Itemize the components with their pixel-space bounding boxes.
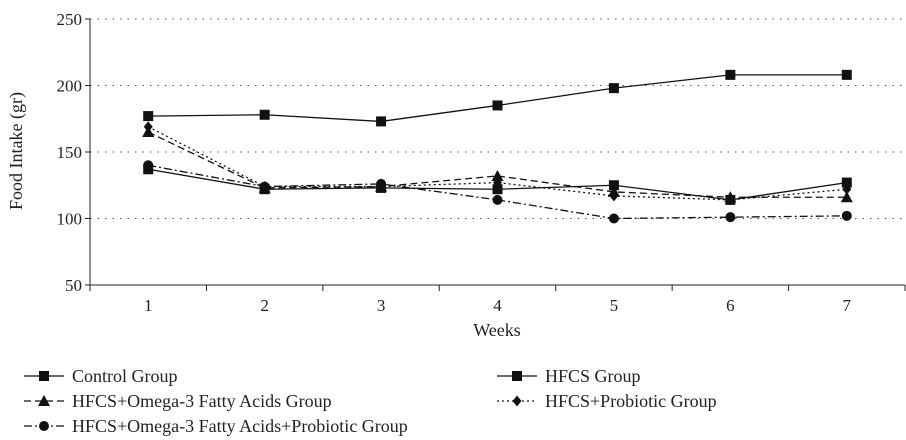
- legend-item: HFCS Group: [497, 366, 641, 386]
- data-point: [841, 69, 852, 80]
- x-tick-label: 5: [610, 296, 619, 315]
- legend-label: HFCS+Probiotic Group: [545, 391, 717, 411]
- data-point: [725, 194, 735, 206]
- y-tick-label: 50: [65, 276, 82, 295]
- data-point: [491, 169, 504, 181]
- data-point: [725, 212, 736, 223]
- legend-item: HFCS+Probiotic Group: [497, 391, 717, 411]
- legend-marker: [39, 421, 49, 431]
- data-point: [608, 180, 619, 191]
- data-point: [841, 210, 852, 221]
- data-point: [609, 190, 619, 202]
- axes: 50 100 150 200 250 1 2 3 4 5 6 7: [57, 10, 906, 315]
- series-5: [143, 160, 852, 224]
- data-point: [492, 184, 503, 195]
- legend-marker: [512, 395, 522, 407]
- data-point: [259, 109, 270, 120]
- y-tick-label: 150: [57, 143, 83, 162]
- data-point: [376, 116, 387, 127]
- data-point: [725, 69, 736, 80]
- data-point: [493, 177, 502, 189]
- legend-marker: [38, 395, 50, 406]
- legend-item: Control Group: [24, 366, 178, 386]
- x-tick-label: 2: [260, 296, 269, 315]
- y-tick-label: 100: [57, 210, 83, 229]
- legend-item: HFCS+Omega-3 Fatty Acids+Probiotic Group: [24, 416, 408, 436]
- data-point: [841, 177, 852, 188]
- x-axis-title: Weeks: [473, 320, 521, 340]
- data-point: [492, 100, 503, 111]
- data-point: [842, 183, 852, 195]
- legend-marker: [512, 371, 522, 381]
- legend-label: HFCS+Omega-3 Fatty Acids+Probiotic Group: [72, 416, 408, 436]
- legend-item: HFCS+Omega-3 Fatty Acids Group: [24, 391, 332, 411]
- series-line: [148, 74, 847, 123]
- legend-label: Control Group: [72, 366, 178, 386]
- y-tick-label: 200: [57, 77, 83, 96]
- series-2: [143, 69, 852, 127]
- legend: Control Group HFCS Group HFCS+Omega-3 Fatt…: [24, 366, 717, 436]
- series-lines: [142, 69, 853, 224]
- data-point: [376, 178, 387, 189]
- grid-lines: [90, 18, 905, 219]
- data-point: [840, 191, 853, 203]
- data-point: [608, 213, 619, 224]
- data-point: [143, 160, 154, 171]
- x-tick-label: 3: [377, 296, 386, 315]
- data-point: [492, 194, 503, 205]
- y-axis-title: Food Intake (gr): [6, 92, 27, 210]
- y-tick-label: 250: [57, 10, 83, 29]
- legend-marker: [39, 371, 49, 381]
- x-tick-label: 7: [843, 296, 852, 315]
- x-tick-label: 6: [726, 296, 735, 315]
- legend-label: HFCS+Omega-3 Fatty Acids Group: [72, 391, 332, 411]
- x-tick-label: 4: [493, 296, 502, 315]
- data-point: [259, 181, 270, 192]
- data-point: [608, 83, 619, 94]
- legend-label: HFCS Group: [545, 366, 641, 386]
- x-tick-label: 1: [144, 296, 153, 315]
- data-point: [143, 121, 153, 133]
- data-point: [143, 111, 154, 122]
